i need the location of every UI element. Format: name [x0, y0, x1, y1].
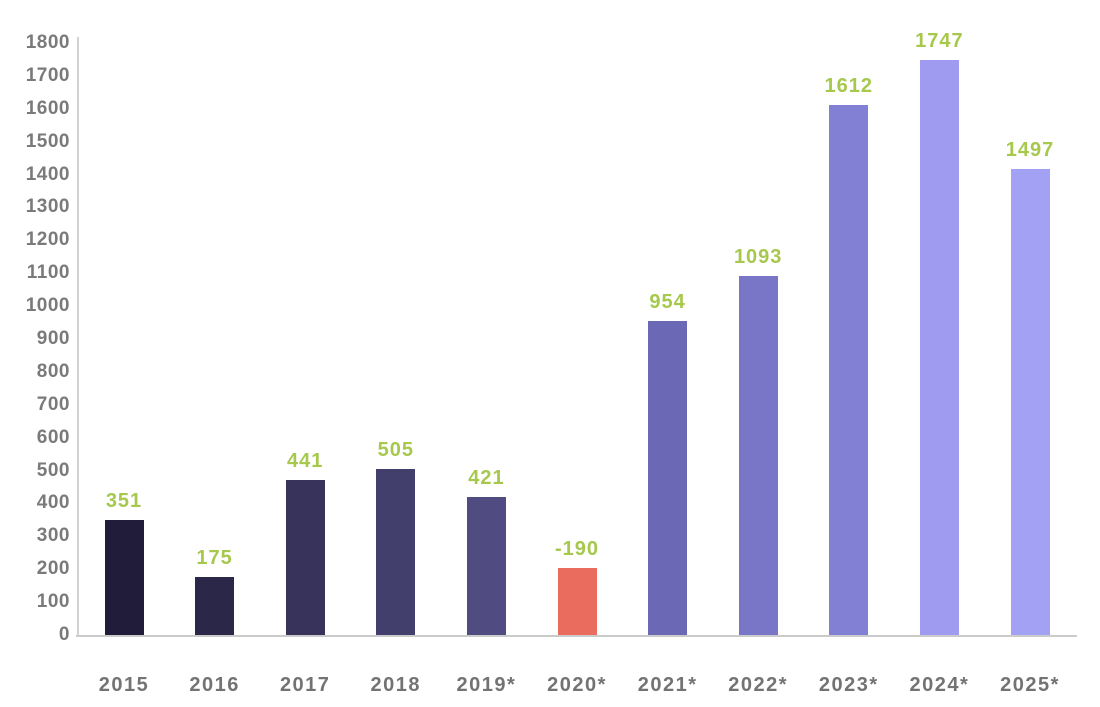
y-axis-tick-label: 1000: [25, 295, 70, 317]
bar-value-label: 351: [105, 490, 143, 512]
bar-value-label: 1093: [733, 246, 783, 268]
bar-value-label: 421: [468, 467, 505, 489]
y-axis-tick-label: 1300: [25, 196, 70, 218]
y-axis-tick-label: 1400: [25, 163, 70, 185]
y-axis-tick-label: 100: [36, 591, 70, 613]
bar-2015: [105, 520, 144, 635]
y-axis-line: [77, 37, 79, 636]
y-axis-tick-label: 500: [36, 459, 70, 481]
x-axis-category-label: 2015: [98, 674, 150, 696]
x-axis-category-label: 2019*: [456, 674, 517, 696]
x-axis-category-label: 2018: [370, 674, 422, 696]
y-axis-tick-label: 1500: [25, 130, 70, 152]
bar-value-label: 1612: [824, 75, 874, 97]
bar-2019: [467, 497, 506, 635]
bar-2021: [648, 321, 687, 635]
bar-value-label: 1497: [1005, 139, 1055, 161]
x-axis-category-label: 2022*: [728, 674, 789, 696]
bar-value-label: -190: [554, 538, 600, 560]
y-axis-tick-label: 700: [36, 393, 70, 415]
x-axis-category-label: 2020*: [547, 674, 607, 696]
y-axis-tick-label: 900: [36, 328, 70, 349]
bar-value-label: 441: [287, 450, 324, 472]
y-axis-tick-label: 1800: [25, 32, 70, 53]
bar-value-label: 505: [377, 439, 414, 461]
y-axis-tick-label: 1100: [26, 262, 70, 284]
bar-2017: [286, 480, 325, 635]
y-axis-tick-label: 800: [36, 360, 70, 382]
y-axis-tick-label: 1200: [25, 229, 70, 251]
y-axis-tick-label: 1700: [25, 64, 70, 86]
y-axis-tick-label: 400: [36, 492, 70, 514]
y-axis-tick-label: 200: [36, 558, 70, 580]
y-axis-tick-label: 1600: [25, 97, 70, 119]
x-axis-category-label: 2025*: [1000, 674, 1060, 696]
bar-2016: [195, 577, 234, 635]
bar-value-label: 175: [196, 547, 233, 569]
bar-2023: [829, 105, 868, 635]
y-axis-tick-label: 300: [36, 525, 70, 547]
y-axis-tick-label: 600: [36, 426, 70, 448]
bar-2020: [558, 568, 597, 635]
y-axis-tick-label: 0: [58, 624, 70, 645]
x-axis-category-label: 2017: [279, 674, 331, 696]
bar-2025: [1011, 169, 1050, 635]
bar-2024: [920, 60, 959, 635]
x-axis-category-label: 2016: [189, 674, 240, 696]
x-axis-line: [76, 635, 1077, 637]
x-axis-category-label: 2023*: [818, 674, 879, 696]
x-axis-category-label: 2021*: [637, 674, 698, 696]
bar-2018: [376, 469, 415, 635]
bar-value-label: 954: [649, 291, 686, 313]
bar-2022: [739, 276, 778, 635]
x-axis-category-label: 2024*: [909, 674, 970, 696]
bar-value-label: 1747: [915, 30, 964, 52]
